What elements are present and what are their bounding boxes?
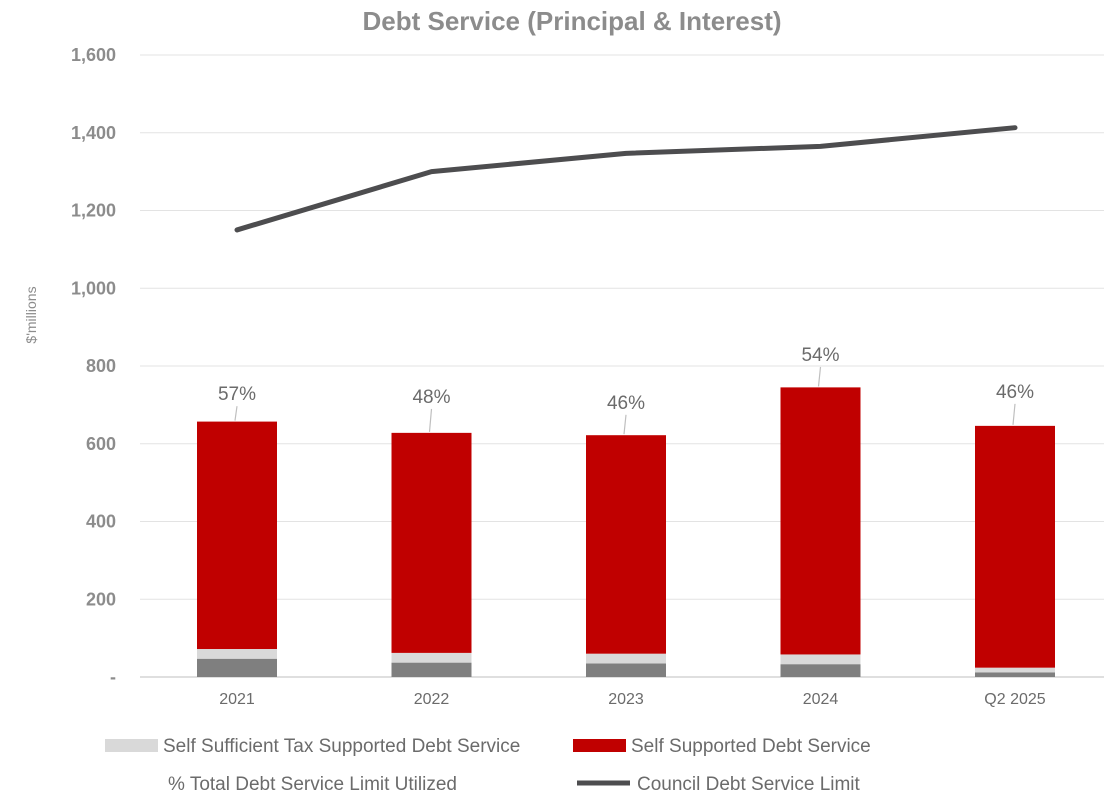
bar-segment-base bbox=[975, 672, 1055, 677]
y-axis-ticks: - 200 400 600 800 1,000 1,200 1,400 1,600 bbox=[71, 45, 116, 687]
label-leader-lines bbox=[234, 366, 1016, 435]
percent-label: 46% bbox=[996, 382, 1034, 403]
y-tick-label: 600 bbox=[86, 434, 116, 454]
x-tick-label: 2023 bbox=[608, 691, 644, 708]
bar-segment-self-sufficient bbox=[780, 654, 861, 665]
bar-segment-self-supported bbox=[197, 421, 277, 650]
x-tick-label: 2024 bbox=[803, 691, 839, 708]
bar-segment-self-supported bbox=[586, 435, 666, 654]
label-leader-line bbox=[817, 366, 822, 387]
legend: Self Sufficient Tax Supported Debt Servi… bbox=[105, 736, 871, 795]
bar-segment-self-sufficient bbox=[975, 667, 1055, 673]
label-leader-line bbox=[1012, 403, 1016, 425]
y-tick-label: 1,400 bbox=[71, 123, 116, 143]
percent-label: 48% bbox=[412, 387, 450, 408]
label-leader-line bbox=[428, 408, 433, 432]
percent-label: 54% bbox=[801, 345, 839, 366]
bar-segment-self-sufficient bbox=[586, 653, 666, 664]
percent-label: 46% bbox=[607, 393, 645, 414]
percent-labels: 57% 48% 46% 54% 46% bbox=[218, 345, 1034, 414]
bar-segment-self-supported bbox=[975, 425, 1055, 668]
bar-segment-base bbox=[586, 663, 666, 677]
x-tick-label: 2022 bbox=[414, 691, 450, 708]
legend-swatch-self-supported bbox=[573, 739, 626, 752]
y-tick-label: - bbox=[110, 667, 116, 687]
y-tick-label: 800 bbox=[86, 356, 116, 376]
y-tick-label: 1,600 bbox=[71, 45, 116, 65]
label-leader-line bbox=[234, 406, 238, 421]
bar-segment-self-supported bbox=[780, 387, 861, 655]
y-tick-label: 400 bbox=[86, 512, 116, 532]
bar-segment-self-sufficient bbox=[197, 649, 277, 659]
bar-segment-base bbox=[197, 658, 277, 677]
legend-label-self-sufficient: Self Sufficient Tax Supported Debt Servi… bbox=[163, 736, 520, 757]
limit-line bbox=[234, 125, 1018, 233]
label-leader-line bbox=[623, 414, 627, 435]
y-tick-label: 200 bbox=[86, 589, 116, 609]
y-tick-label: 1,200 bbox=[71, 201, 116, 221]
percent-label: 57% bbox=[218, 384, 256, 405]
x-tick-label: 2021 bbox=[219, 691, 255, 708]
bar-segment-self-supported bbox=[391, 432, 472, 653]
y-tick-label: 1,000 bbox=[71, 278, 116, 298]
x-axis-ticks: 2021 2022 2023 2024 Q2 2025 bbox=[219, 691, 1046, 708]
chart-title: Debt Service (Principal & Interest) bbox=[362, 6, 781, 36]
x-tick-label: Q2 2025 bbox=[984, 691, 1045, 708]
legend-swatch-self-sufficient bbox=[105, 739, 158, 752]
council-limit-line bbox=[234, 125, 1018, 233]
bars bbox=[197, 387, 1055, 677]
y-axis-label: $'millions bbox=[23, 286, 39, 343]
legend-label-self-supported: Self Supported Debt Service bbox=[631, 736, 871, 757]
legend-label-percent-utilized: % Total Debt Service Limit Utilized bbox=[168, 774, 457, 795]
bar-segment-base bbox=[391, 662, 472, 677]
legend-label-limit: Council Debt Service Limit bbox=[637, 774, 861, 795]
bar-segment-self-sufficient bbox=[391, 652, 472, 663]
bar-segment-base bbox=[780, 664, 861, 677]
